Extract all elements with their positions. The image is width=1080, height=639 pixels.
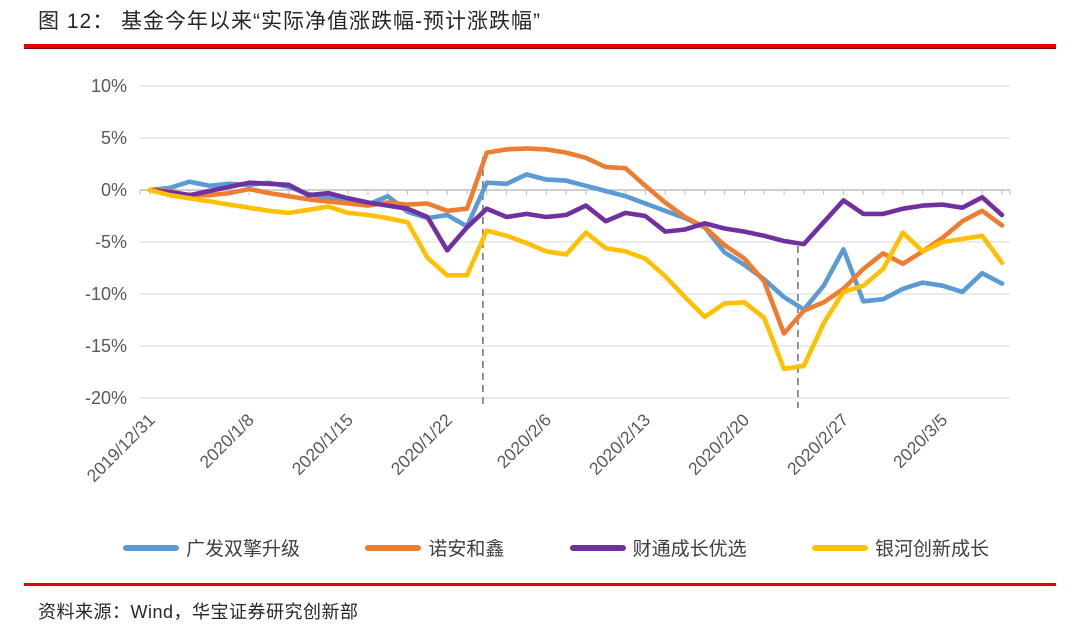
legend-label: 广发双擎升级 bbox=[186, 539, 301, 560]
legend-label: 银河创新成长 bbox=[874, 539, 989, 560]
footer-divider-rule bbox=[24, 583, 1056, 586]
x-tick-label: 2020/1/8 bbox=[196, 410, 258, 472]
y-tick-label: -5% bbox=[95, 232, 127, 252]
y-tick-label: -20% bbox=[85, 388, 127, 408]
x-tick-label: 2020/2/6 bbox=[493, 410, 555, 472]
chart-legend: 广发双擎升级 诺安和鑫 财通成长优选 银河创新成长 bbox=[123, 534, 989, 561]
x-tick-label: 2020/3/5 bbox=[889, 410, 951, 472]
y-tick-label: -10% bbox=[85, 284, 127, 304]
x-tick-label: 2020/2/13 bbox=[585, 410, 654, 479]
legend-item: 广发双擎升级 bbox=[123, 534, 300, 561]
legend-label: 财通成长优选 bbox=[632, 539, 747, 560]
y-tick-label: -15% bbox=[85, 336, 127, 356]
y-axis-labels: 10% 5% 0% -5% -10% -15% -20% bbox=[85, 76, 127, 408]
x-tick-label: 2020/1/22 bbox=[387, 410, 456, 479]
legend-item: 诺安和鑫 bbox=[365, 534, 504, 561]
legend-swatch bbox=[123, 544, 179, 551]
x-tick-label: 2020/1/15 bbox=[288, 410, 357, 479]
x-tick-label: 2019/12/31 bbox=[83, 410, 159, 486]
legend-item: 财通成长优选 bbox=[569, 534, 747, 561]
series-lines bbox=[147, 146, 1005, 372]
legend-swatch bbox=[811, 544, 868, 551]
dashed-event-lines bbox=[482, 157, 799, 408]
legend-label: 诺安和鑫 bbox=[428, 539, 505, 560]
legend-swatch bbox=[569, 544, 626, 551]
x-tick-label: 2020/2/20 bbox=[684, 410, 753, 479]
legend-item: 银河创新成长 bbox=[811, 534, 989, 561]
y-tick-label: 10% bbox=[91, 76, 127, 96]
gridlines bbox=[140, 85, 1010, 399]
series-line bbox=[147, 187, 1005, 372]
series-line bbox=[147, 180, 1005, 253]
x-tick-label: 2020/2/27 bbox=[783, 410, 852, 479]
y-tick-label: 5% bbox=[101, 128, 127, 148]
series-line bbox=[147, 146, 1005, 336]
source-note: 资料来源：Wind，华宝证券研究创新部 bbox=[38, 602, 359, 622]
x-axis-labels: 2019/12/31 2020/1/8 2020/1/15 2020/1/22 2020… bbox=[83, 410, 952, 486]
title-divider-rule bbox=[24, 44, 1056, 49]
legend-swatch bbox=[365, 544, 422, 551]
figure-title: 图 12： 基金今年以来“实际净值涨跌幅-预计涨跌幅” bbox=[38, 10, 542, 33]
y-tick-label: 0% bbox=[101, 180, 127, 200]
